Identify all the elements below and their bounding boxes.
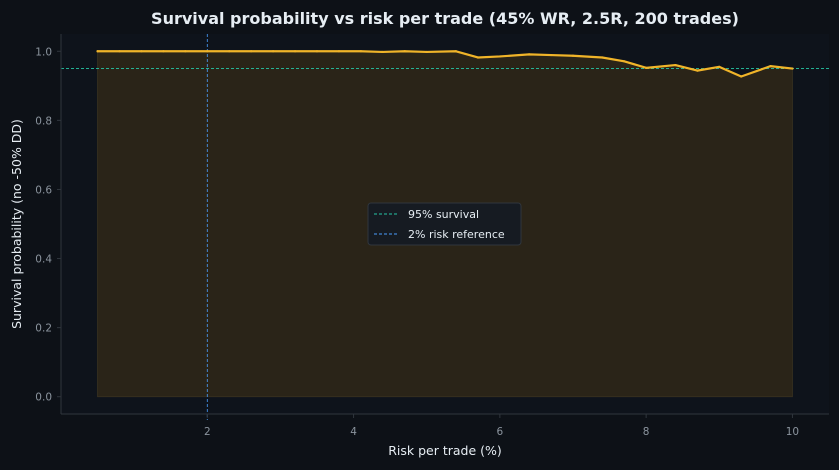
- series-layer: [96, 50, 794, 78]
- y-tick-label: 1.0: [35, 46, 52, 58]
- y-tick-label: 0.8: [35, 115, 52, 127]
- data-point: [184, 50, 187, 53]
- chart-title: Survival probability vs risk per trade (…: [151, 9, 739, 28]
- data-point: [140, 50, 143, 53]
- y-axis-label: Survival probability (no -50% DD): [9, 119, 24, 329]
- data-point: [791, 67, 794, 70]
- y-ticks: 0.0 0.2 0.4 0.6 0.8 1.0: [35, 46, 61, 404]
- data-point: [498, 55, 501, 58]
- data-point: [549, 53, 553, 57]
- y-tick-label: 0.6: [35, 184, 52, 196]
- data-point: [206, 50, 209, 53]
- data-point: [96, 50, 99, 53]
- data-point: [293, 50, 297, 53]
- data-point: [623, 60, 626, 63]
- data-point: [476, 56, 480, 59]
- x-tick-label: 2: [204, 426, 211, 438]
- data-point: [315, 50, 319, 53]
- data-point: [674, 63, 677, 67]
- data-point: [337, 50, 341, 53]
- data-point: [718, 65, 721, 68]
- data-point: [162, 50, 165, 53]
- data-point: [403, 50, 406, 53]
- x-ticks: 2 4 6 8 10: [204, 414, 799, 438]
- data-point: [571, 54, 575, 57]
- legend-label-2-percent-risk: 2% risk reference: [408, 228, 505, 241]
- data-point: [272, 50, 275, 53]
- data-point: [425, 50, 428, 54]
- data-point: [359, 50, 362, 53]
- data-point: [454, 50, 458, 53]
- x-tick-label: 4: [350, 426, 357, 438]
- legend-label-95-survival: 95% survival: [408, 208, 479, 221]
- y-tick-label: 0.0: [35, 392, 52, 404]
- data-point: [645, 66, 648, 69]
- legend: 95% survival 2% risk reference: [367, 202, 522, 246]
- data-point: [118, 50, 121, 53]
- data-point: [381, 50, 384, 54]
- reference-lines-layer: [61, 34, 829, 420]
- axes-layer: [60, 34, 829, 415]
- y-tick-label: 0.2: [35, 323, 52, 335]
- data-point: [696, 69, 699, 72]
- data-point: [528, 53, 531, 56]
- y-tick-label: 0.4: [35, 254, 52, 266]
- x-tick-label: 8: [643, 426, 650, 438]
- data-point: [601, 56, 604, 59]
- legend-box: [367, 202, 522, 246]
- x-tick-label: 6: [497, 426, 504, 438]
- data-point: [250, 50, 253, 53]
- x-tick-label: 10: [786, 426, 799, 438]
- data-point: [740, 75, 743, 78]
- x-axis-label: Risk per trade (%): [388, 443, 502, 458]
- data-point: [228, 50, 231, 53]
- data-point: [769, 65, 772, 68]
